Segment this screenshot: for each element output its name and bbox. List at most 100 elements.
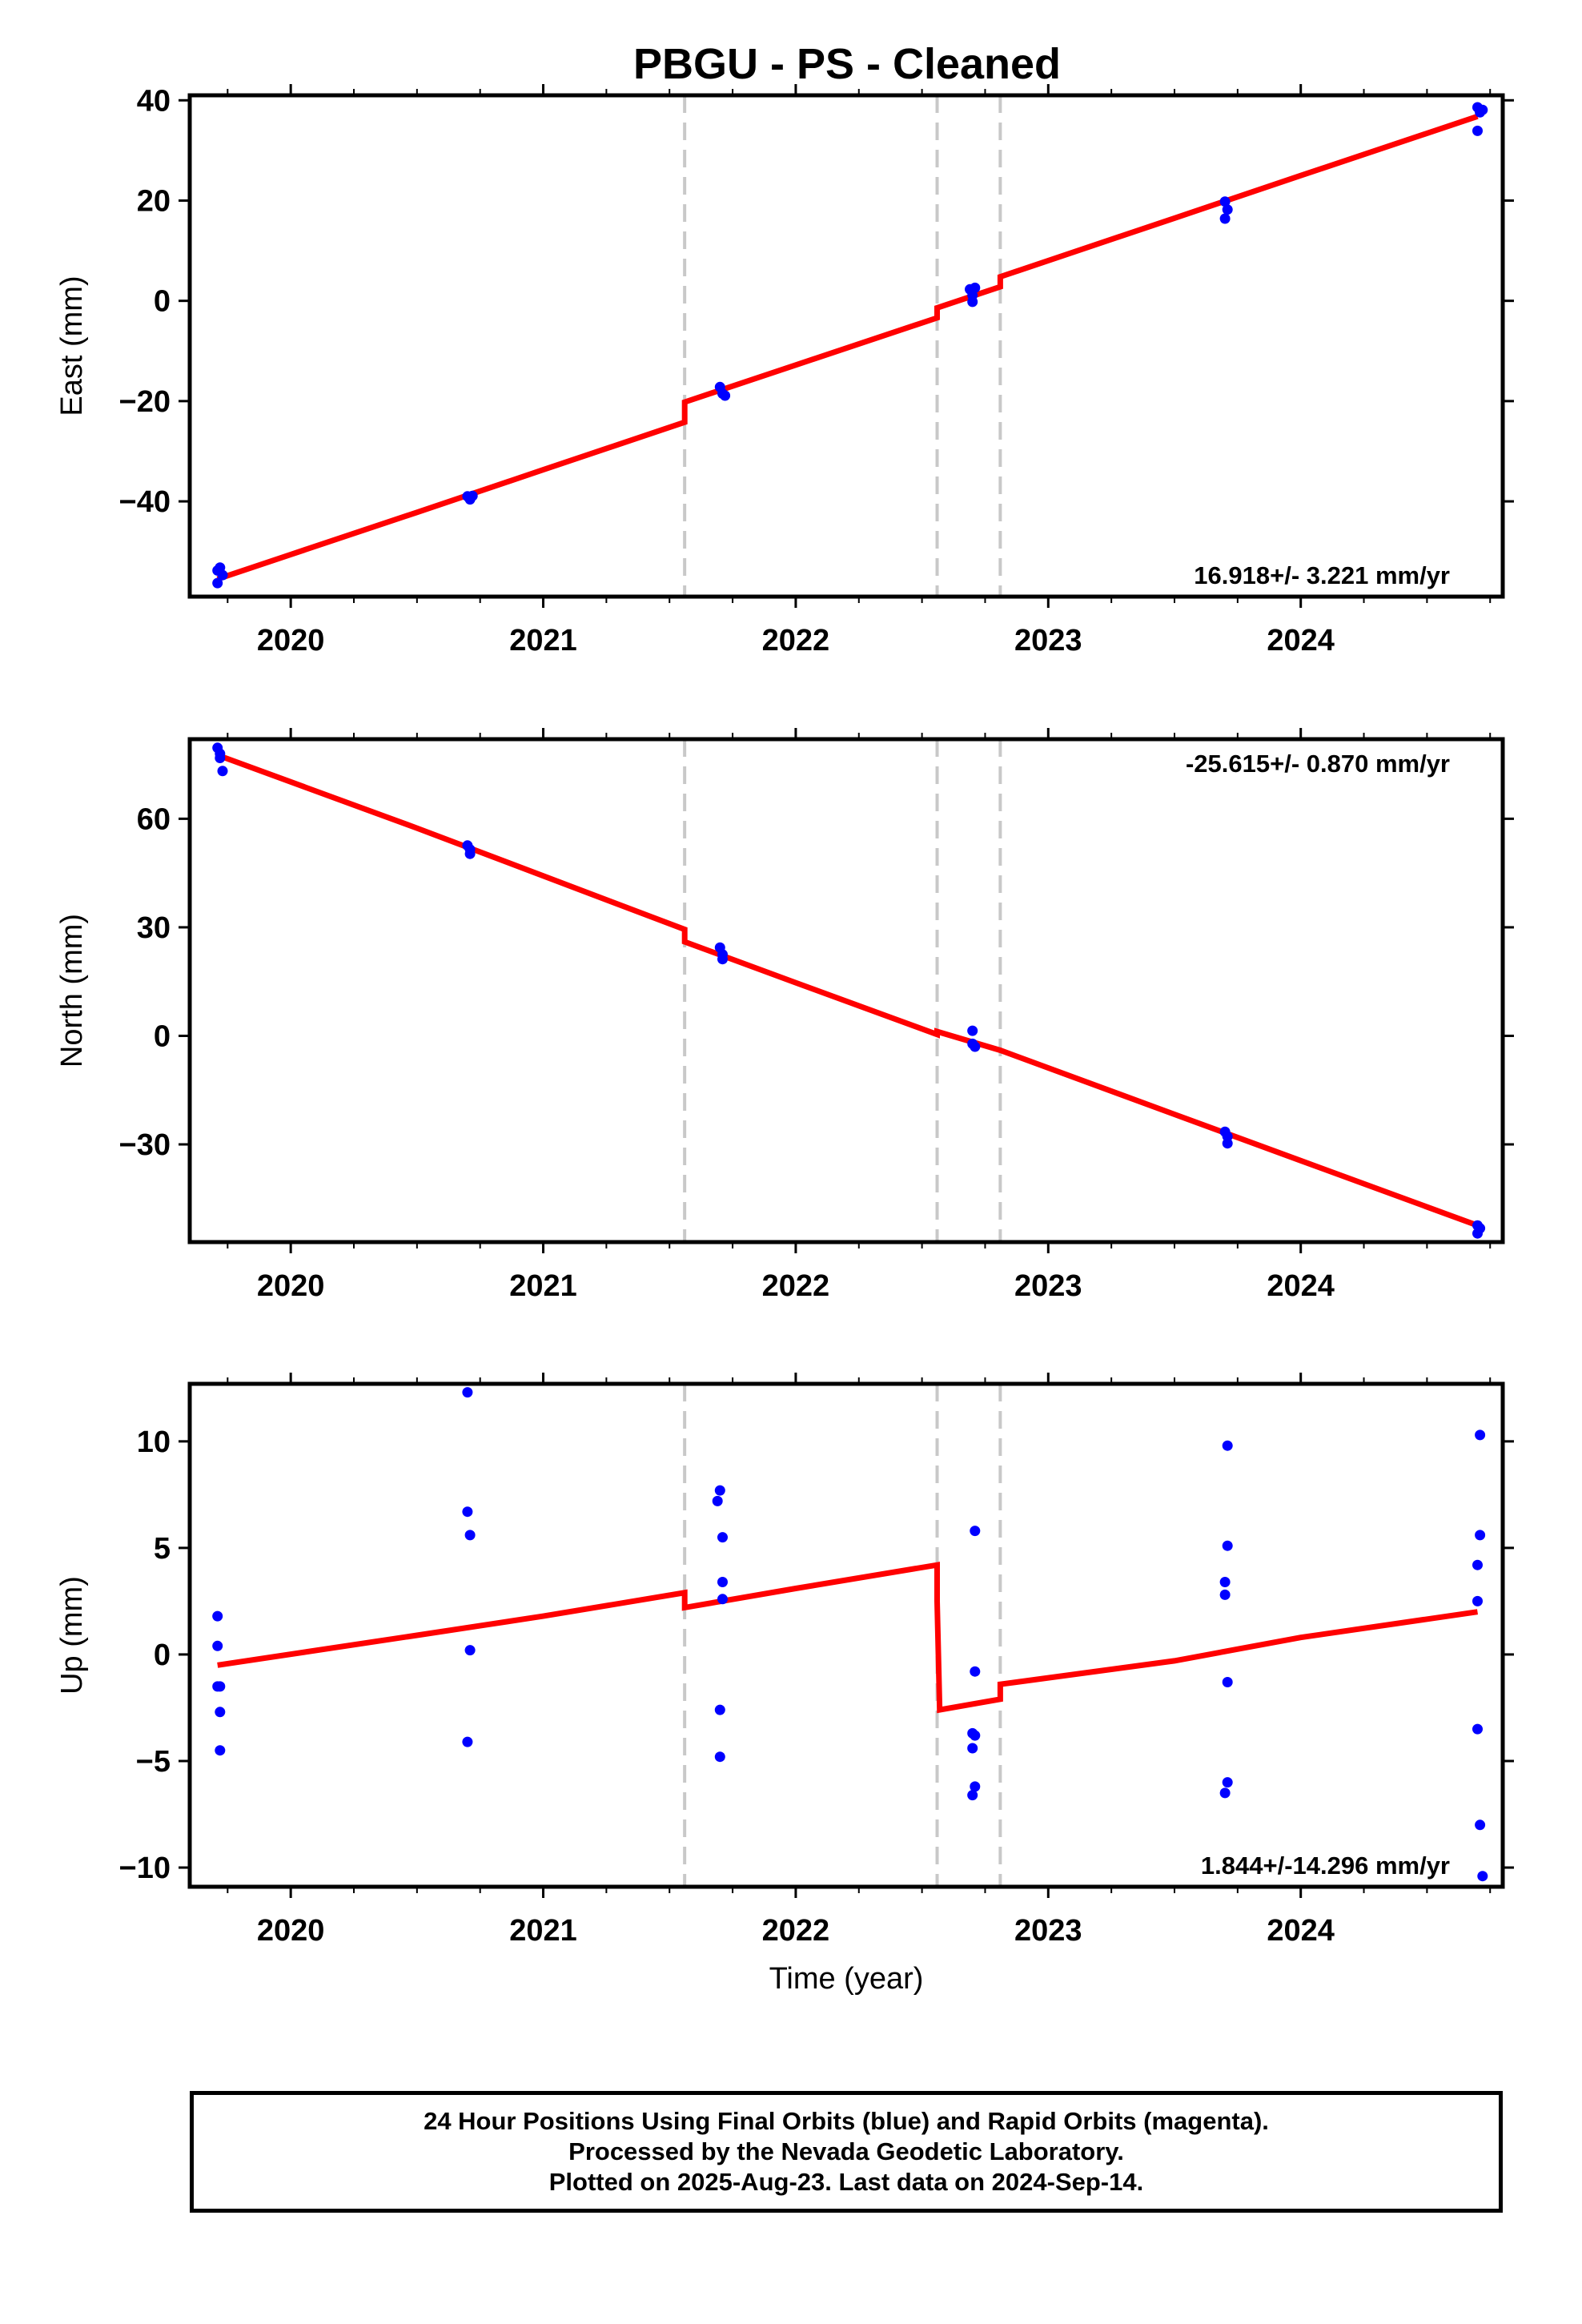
data-point xyxy=(967,296,978,308)
data-point xyxy=(464,1530,476,1541)
data-point xyxy=(1222,1540,1233,1551)
data-point xyxy=(462,1387,473,1398)
data-point xyxy=(1472,1559,1483,1570)
data-point xyxy=(1472,125,1483,136)
data-point xyxy=(217,569,228,581)
x-tick-label: 2023 xyxy=(1014,624,1082,657)
data-point xyxy=(1222,1440,1233,1451)
y-tick-label: 30 xyxy=(137,911,171,945)
x-tick-label: 2020 xyxy=(257,1269,325,1303)
data-point xyxy=(717,954,728,965)
data-point xyxy=(462,1736,473,1747)
data-point xyxy=(1472,1228,1483,1239)
rate-label: -25.615+/- 0.870 mm/yr xyxy=(1186,750,1450,778)
data-point xyxy=(1222,1677,1233,1687)
plot-frame xyxy=(187,1381,1505,1889)
panel-up: 2020 2021 2022 2023 2024 −10 −5 0 5 10 Up (mm) 1.84… xyxy=(55,1373,1514,1996)
data-point xyxy=(1472,1723,1483,1735)
x-tick-label: 2023 xyxy=(1014,1269,1082,1303)
x-tick-label: 2021 xyxy=(509,624,577,657)
data-point xyxy=(464,848,476,859)
data-point xyxy=(212,577,223,589)
data-point xyxy=(217,766,228,777)
model-line xyxy=(216,752,1479,1228)
y-tick-label: −5 xyxy=(136,1745,171,1779)
data-point xyxy=(1219,213,1231,224)
y-axis-label: East (mm) xyxy=(55,275,89,416)
model-line xyxy=(217,1562,1479,1714)
data-point xyxy=(212,1640,223,1651)
data-point xyxy=(717,1532,728,1543)
plot-frame xyxy=(187,737,1505,1244)
data-point xyxy=(717,1577,728,1587)
data-point xyxy=(970,1041,981,1052)
y-tick-label: 0 xyxy=(154,1019,171,1053)
data-point xyxy=(967,1743,978,1754)
data-point xyxy=(1222,204,1233,215)
y-axis-label: North (mm) xyxy=(55,914,89,1068)
x-tick-label: 2024 xyxy=(1267,1269,1335,1303)
x-tick-label: 2022 xyxy=(762,624,830,657)
plot-frame xyxy=(187,93,1505,599)
x-tick-label: 2020 xyxy=(257,624,325,657)
panel-north: 2020 2021 2022 2023 2024 −30 0 30 60 North (mm) -2… xyxy=(55,728,1514,1303)
y-tick-label: 5 xyxy=(154,1532,171,1566)
data-point xyxy=(462,1506,473,1518)
x-tick-label: 2022 xyxy=(762,1269,830,1303)
data-point xyxy=(1477,104,1488,115)
x-tick-label: 2020 xyxy=(257,1914,325,1948)
data-point xyxy=(1222,1777,1233,1788)
x-tick-label: 2022 xyxy=(762,1914,830,1948)
x-tick-label: 2024 xyxy=(1267,624,1335,657)
x-tick-label: 2021 xyxy=(509,1269,577,1303)
y-tick-label: −20 xyxy=(119,385,171,419)
rate-label: 1.844+/-14.296 mm/yr xyxy=(1201,1852,1450,1880)
data-point xyxy=(1219,1589,1231,1600)
data-point xyxy=(712,1495,723,1506)
model-line xyxy=(216,113,1479,582)
y-tick-label: −30 xyxy=(119,1128,171,1162)
data-point xyxy=(970,1781,981,1792)
data-point xyxy=(1219,1577,1231,1587)
y-axis-label: Up (mm) xyxy=(55,1576,89,1695)
data-point xyxy=(1222,1138,1233,1149)
data-point xyxy=(970,1666,981,1677)
panel-east: 2020 2021 2022 2023 2024 −40 −20 0 20 40 East (mm)… xyxy=(55,84,1514,657)
data-point xyxy=(467,490,478,501)
y-tick-label: 20 xyxy=(137,184,171,218)
data-point xyxy=(967,1790,978,1801)
data-point xyxy=(720,390,731,401)
footer-box: 24 Hour Positions Using Final Orbits (bl… xyxy=(190,2091,1503,2213)
data-point xyxy=(1219,196,1231,207)
data-point xyxy=(464,1645,476,1656)
chart-title: PBGU - PS - Cleaned xyxy=(633,40,1061,88)
rate-label: 16.918+/- 3.221 mm/yr xyxy=(1194,561,1450,589)
data-point xyxy=(212,1610,223,1622)
data-point xyxy=(215,1745,226,1756)
x-tick-label: 2024 xyxy=(1267,1914,1335,1948)
data-point xyxy=(1475,1530,1486,1541)
data-point xyxy=(970,282,981,293)
data-point xyxy=(1472,1595,1483,1606)
y-tick-label: 0 xyxy=(154,1638,171,1672)
y-tick-label: −40 xyxy=(119,485,171,519)
footer-line-1: 24 Hour Positions Using Final Orbits (bl… xyxy=(424,2107,1269,2135)
data-point xyxy=(714,1751,725,1763)
y-tick-label: 0 xyxy=(154,285,171,319)
data-point xyxy=(714,1485,725,1496)
y-tick-label: 40 xyxy=(137,84,171,118)
x-tick-label: 2023 xyxy=(1014,1914,1082,1948)
data-point xyxy=(1475,1819,1486,1831)
footer-line-3: Plotted on 2025-Aug-23. Last data on 202… xyxy=(548,2168,1144,2196)
data-point xyxy=(215,1681,226,1692)
data-point xyxy=(717,1594,728,1605)
y-tick-label: 60 xyxy=(137,802,171,836)
data-point xyxy=(1477,1871,1488,1882)
data-point xyxy=(967,1025,978,1036)
data-point xyxy=(1219,1787,1231,1799)
data-point xyxy=(970,1526,981,1537)
footer-line-2: Processed by the Nevada Geodetic Laborat… xyxy=(568,2137,1124,2165)
x-axis-label: Time (year) xyxy=(769,1962,924,1996)
data-point xyxy=(1475,1429,1486,1441)
